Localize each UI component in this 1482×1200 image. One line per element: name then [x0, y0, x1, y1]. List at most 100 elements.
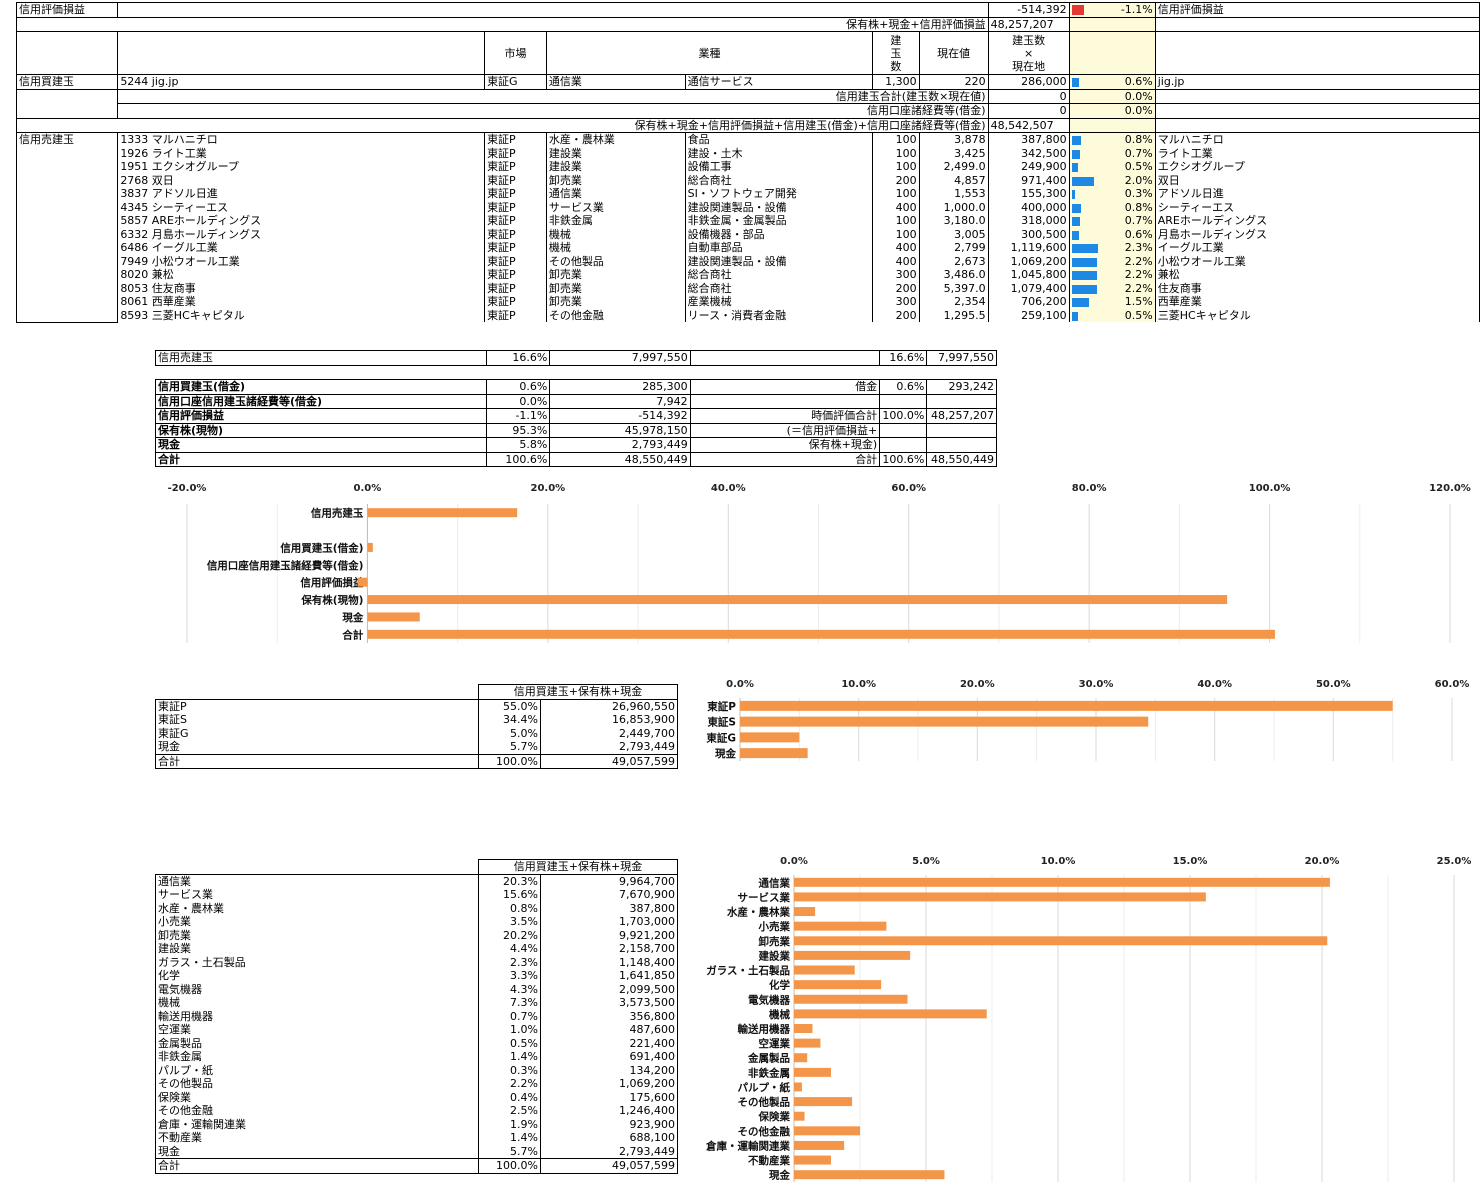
- category-label: 輸送用機器: [738, 1023, 791, 1036]
- category-label: 小売業: [758, 920, 791, 933]
- stock-subsector: 総合商社: [684, 268, 874, 282]
- stock-row: 1926 ライト工業 東証P 建設業 建設・土木 100 3,425 342,500 0.7%…: [17, 146, 1481, 160]
- stock-sector: 卸売業: [545, 268, 686, 282]
- market-row: 東証G 5.0% 2,449,700: [155, 726, 678, 740]
- stock-pct-cell: 2.2%: [1068, 254, 1156, 268]
- sector-row-label: 倉庫・運輸関連業: [155, 1117, 479, 1131]
- sector-row-pct: 2.5%: [478, 1104, 541, 1118]
- sector-row-value: 487,600: [540, 1023, 678, 1037]
- stock-pct: 0.5%: [1124, 160, 1153, 174]
- bar: [367, 612, 420, 622]
- summary-pct: 95.3%: [485, 422, 551, 438]
- summary-value: -514,392: [549, 408, 691, 424]
- bar: [794, 1126, 860, 1136]
- sector-row-label: サービス業: [155, 888, 479, 902]
- stock-pct-bar: [1071, 230, 1079, 240]
- sector-row: 電気機器 4.3% 2,099,500: [155, 982, 678, 996]
- market-row-label: 東証G: [155, 726, 479, 740]
- bar: [740, 716, 1149, 727]
- summary-label: 信用口座信用建玉諸経費等(借金): [155, 393, 487, 409]
- stock-pct-cell: 0.5%: [1068, 308, 1156, 322]
- sector-row-pct: 1.4%: [478, 1131, 541, 1145]
- stock-row: 3837 アドソル日進 東証P 通信業 SI・ソフトウェア開発 100 1,553 155,…: [17, 187, 1481, 201]
- allocation-bar-chart: -20.0% 0.0% 20.0% 40.0% 60.0% 80.0% 100.0% 120.…: [168, 483, 1471, 643]
- stock-code-name: 3837 アドソル日進: [117, 187, 486, 201]
- stock-amount: 259,100: [987, 308, 1070, 322]
- stock-pct: 2.2%: [1124, 281, 1153, 295]
- stock-name: 住友商事: [1154, 281, 1481, 295]
- sector-row-value: 2,099,500: [540, 982, 678, 996]
- sector-bar-chart: 0.0% 5.0% 10.0% 15.0% 20.0% 25.0% 通信業サービス業水産・農…: [705, 856, 1471, 1182]
- stock-pct: 2.2%: [1124, 254, 1153, 268]
- stock-price: 5,397.0: [918, 281, 989, 295]
- stock-pct: 0.6%: [1124, 227, 1153, 241]
- stock-name: 小松ウオール工業: [1154, 254, 1481, 268]
- sector-row-value: 1,703,000: [540, 915, 678, 929]
- short-summary-pct: 16.6%: [485, 350, 551, 366]
- stock-amount: 249,900: [987, 160, 1070, 174]
- stock-pct: 0.5%: [1124, 308, 1153, 322]
- category-label: 金属製品: [747, 1052, 790, 1065]
- stock-sector: 通信業: [545, 74, 686, 89]
- stock-sector: その他製品: [545, 254, 686, 268]
- stock-code-name: 2768 双日: [117, 173, 486, 187]
- category-label: サービス業: [738, 891, 791, 904]
- summary-pct: 0.0%: [485, 393, 551, 409]
- sector-row-label: 現金: [155, 1144, 479, 1159]
- stock-row: 8053 住友商事 東証P 卸売業 総合商社 200 5,397.0 1,079,400 2.…: [17, 281, 1481, 295]
- sum-value: 48,257,207: [987, 16, 1070, 32]
- summary-value: 285,300: [549, 379, 691, 395]
- sector-row: サービス業 15.6% 7,670,900: [155, 888, 678, 902]
- sector-table-header: 信用買建玉+保有株+現金: [478, 859, 678, 875]
- stock-code-name: 1926 ライト工業: [117, 146, 486, 160]
- stock-qty: 400: [872, 200, 920, 214]
- category-label: 信用口座信用建玉諸経費等(借金): [207, 559, 364, 572]
- sector-row: 保険業 0.4% 175,600: [155, 1090, 678, 1104]
- mv-value: 48,257,207: [926, 408, 997, 424]
- section-label: 信用買建玉: [15, 74, 119, 90]
- sector-row-value: 356,800: [540, 1009, 678, 1023]
- sector-row-label: 機械: [155, 996, 479, 1010]
- sector-row-pct: 1.0%: [478, 1023, 541, 1037]
- short-summary-label: 信用売建玉: [155, 350, 487, 366]
- stock-amount: 971,400: [987, 173, 1070, 187]
- stock-pct-bar: [1071, 203, 1081, 213]
- market-table-header: 信用買建玉+保有株+現金: [478, 684, 678, 700]
- long-total-pct: 0.0%: [1068, 88, 1156, 104]
- short-summary-table: 信用売建玉 16.6% 7,997,550 16.6% 7,997,550: [155, 350, 997, 366]
- category-label: 水産・農林業: [726, 906, 790, 919]
- sector-row: 現金 5.7% 2,793,449: [155, 1144, 678, 1159]
- sector-row: 通信業 20.3% 9,964,700: [155, 874, 678, 888]
- category-label: 機械: [769, 1008, 790, 1021]
- summary-value: 45,978,150: [549, 422, 691, 438]
- stock-amount: 1,069,200: [987, 254, 1070, 268]
- sector-row: 小売業 3.5% 1,703,000: [155, 915, 678, 929]
- stock-amount: 706,200: [987, 295, 1070, 309]
- market-row: 東証P 55.0% 26,960,550: [155, 699, 678, 713]
- x-tick-label: 20.0%: [960, 679, 995, 690]
- sector-row-value: 7,670,900: [540, 888, 678, 902]
- stock-amount: 318,000: [987, 214, 1070, 228]
- market-row-pct: 5.7%: [478, 740, 541, 754]
- total-pct: 100.6%: [879, 451, 928, 467]
- unrealized-pct: -1.1%: [1068, 2, 1156, 18]
- sector-row-pct: 3.5%: [478, 915, 541, 929]
- stock-row: 1951 エクシオグループ 東証P 建設業 設備工事 100 2,499.0 249,900…: [17, 160, 1481, 174]
- sector-row-label: 通信業: [155, 874, 479, 888]
- sector-row-pct: 3.3%: [478, 969, 541, 983]
- stock-pct-cell: 2.0%: [1068, 173, 1156, 187]
- sector-row: 建設業 4.4% 2,158,700: [155, 942, 678, 956]
- bar: [794, 1067, 831, 1077]
- stock-subsector: 設備機器・部品: [684, 227, 874, 241]
- bar: [794, 921, 887, 931]
- stock-market: 東証P: [484, 214, 547, 228]
- category-label: 通信業: [759, 876, 791, 889]
- stock-pct-cell: 0.8%: [1068, 132, 1156, 147]
- stock-row: 8593 三菱HCキャピタル 東証P その他金融 リース・消費者金融 200 1,295.…: [17, 308, 1481, 322]
- sector-row-pct: 1.4%: [478, 1050, 541, 1064]
- stock-code-name: 8061 西華産業: [117, 295, 486, 309]
- sum-label: 保有株+現金+信用評価損益: [16, 16, 989, 32]
- category-label: 電気機器: [748, 993, 790, 1006]
- stock-name: 西華産業: [1154, 295, 1481, 309]
- market-row: 現金 5.7% 2,793,449: [155, 740, 678, 754]
